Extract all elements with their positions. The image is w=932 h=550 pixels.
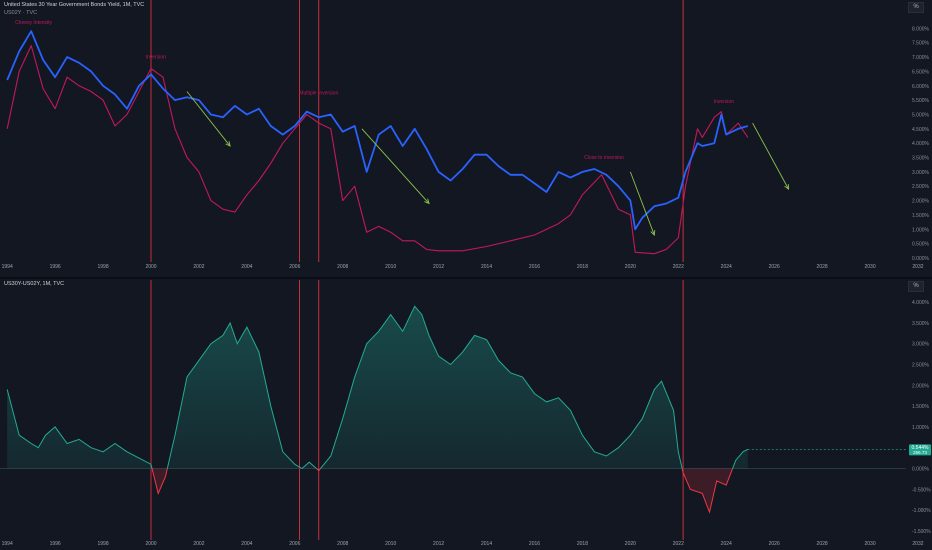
bottom-legend: US30Y-US02Y, 1M, TVC bbox=[4, 280, 64, 288]
top-legend-subtitle: US02Y · TVC bbox=[4, 10, 38, 16]
top-y-tick: 5.000% bbox=[912, 112, 930, 118]
bottom-scale-mode-button[interactable]: % bbox=[908, 281, 924, 292]
bottom-x-tick: 2028 bbox=[817, 541, 828, 547]
annotation-label: Close to inversion bbox=[584, 155, 624, 161]
trend-arrow-head bbox=[225, 141, 231, 147]
bottom-x-tick: 2032 bbox=[912, 541, 923, 547]
top-x-tick: 2014 bbox=[481, 264, 492, 270]
trend-arrow bbox=[186, 91, 231, 147]
top-x-tick: 2026 bbox=[769, 264, 780, 270]
bottom-y-tick: 2.000% bbox=[912, 383, 930, 389]
trend-arrow-head bbox=[784, 184, 790, 191]
top-y-tick: 1.000% bbox=[912, 227, 930, 233]
trend-arrow bbox=[361, 128, 430, 204]
top-y-tick: 0.000% bbox=[912, 256, 930, 262]
bottom-y-tick: 3.500% bbox=[912, 321, 930, 327]
bottom-x-tick: 2002 bbox=[193, 541, 204, 547]
annotation-label: Inversion bbox=[714, 99, 735, 105]
bottom-x-tick: 1996 bbox=[50, 541, 61, 547]
bottom-y-tick: 4.000% bbox=[912, 300, 930, 306]
bottom-x-tick: 2022 bbox=[673, 541, 684, 547]
pane-separator[interactable] bbox=[0, 277, 932, 279]
bottom-x-tick: 2006 bbox=[289, 541, 300, 547]
bottom-x-tick: 2014 bbox=[481, 541, 492, 547]
top-x-tick: 1994 bbox=[2, 264, 13, 270]
trend-arrow-head bbox=[650, 230, 656, 237]
top-y-tick: 1.500% bbox=[912, 213, 930, 219]
trend-arrow-head bbox=[424, 198, 430, 205]
annotation-label: Cheesy Intensity bbox=[15, 20, 52, 26]
top-x-tick: 2024 bbox=[721, 264, 732, 270]
trend-arrow bbox=[629, 171, 655, 236]
bottom-x-tick: 2026 bbox=[769, 541, 780, 547]
top-x-tick: 1998 bbox=[98, 264, 109, 270]
top-y-tick: 2.000% bbox=[912, 199, 930, 205]
top-y-tick: 2.500% bbox=[912, 184, 930, 190]
top-x-tick: 2030 bbox=[864, 264, 875, 270]
bottom-y-tick: 1.000% bbox=[912, 425, 930, 431]
bottom-x-tick: 2000 bbox=[145, 541, 156, 547]
annotation-label: Multiple Inversion bbox=[299, 90, 338, 96]
top-scale-mode-button[interactable]: % bbox=[908, 2, 924, 13]
top-x-tick: 2004 bbox=[241, 264, 252, 270]
bottom-y-tick: 0.000% bbox=[912, 466, 930, 472]
top-x-tick: 2000 bbox=[145, 264, 156, 270]
top-x-tick: 2028 bbox=[817, 264, 828, 270]
top-y-tick: 6.000% bbox=[912, 84, 930, 90]
bottom-x-tick: 1998 bbox=[98, 541, 109, 547]
last-value-label: 0.544% bbox=[912, 445, 930, 451]
bottom-x-tick: 2024 bbox=[721, 541, 732, 547]
top-x-tick: 2018 bbox=[577, 264, 588, 270]
spread-line-positive bbox=[6, 305, 749, 469]
last-value-badge bbox=[909, 444, 931, 456]
top-y-tick: 3.000% bbox=[912, 170, 930, 176]
bottom-x-tick: 2016 bbox=[529, 541, 540, 547]
bottom-x-tick: 2010 bbox=[385, 541, 396, 547]
top-y-tick: 0.500% bbox=[912, 242, 930, 248]
series-line-2y bbox=[6, 45, 749, 255]
top-y-tick: 3.500% bbox=[912, 156, 930, 162]
bottom-x-tick: 2008 bbox=[337, 541, 348, 547]
top-y-tick: 7.500% bbox=[912, 41, 930, 47]
bottom-y-tick: -1.000% bbox=[912, 508, 931, 514]
bottom-y-tick: -0.500% bbox=[912, 487, 931, 493]
last-value-sub: 256.73 bbox=[913, 450, 927, 455]
bottom-x-tick: 2018 bbox=[577, 541, 588, 547]
top-x-tick: 2022 bbox=[673, 264, 684, 270]
top-x-tick: 2002 bbox=[193, 264, 204, 270]
top-x-tick: 2020 bbox=[625, 264, 636, 270]
top-x-tick: 2012 bbox=[433, 264, 444, 270]
bottom-legend-title: US30Y-US02Y, 1M, TVC bbox=[4, 281, 65, 287]
top-y-tick: 7.000% bbox=[912, 55, 930, 61]
top-y-tick: 5.500% bbox=[912, 98, 930, 104]
top-legend: United States 30 Year Government Bonds Y… bbox=[4, 1, 144, 17]
bottom-y-tick: 1.500% bbox=[912, 404, 930, 410]
series-line-30y bbox=[6, 30, 749, 231]
top-x-tick: 2008 bbox=[337, 264, 348, 270]
bottom-y-tick: -1.500% bbox=[912, 529, 931, 535]
top-x-tick: 2010 bbox=[385, 264, 396, 270]
spread-area-positive bbox=[7, 306, 748, 469]
top-y-tick: 4.000% bbox=[912, 141, 930, 147]
annotation-label: Inversion bbox=[146, 54, 167, 60]
bottom-y-tick: 3.000% bbox=[912, 342, 930, 348]
top-y-tick: 8.000% bbox=[912, 26, 930, 32]
top-legend-title: United States 30 Year Government Bonds Y… bbox=[4, 2, 145, 8]
top-x-tick: 2006 bbox=[289, 264, 300, 270]
bottom-x-tick: 2020 bbox=[625, 541, 636, 547]
top-x-tick: 2032 bbox=[912, 264, 923, 270]
bottom-y-tick: 2.500% bbox=[912, 363, 930, 369]
trend-arrow bbox=[752, 122, 789, 190]
top-y-tick: 6.500% bbox=[912, 69, 930, 75]
bottom-x-tick: 2004 bbox=[241, 541, 252, 547]
bottom-x-tick: 2030 bbox=[864, 541, 875, 547]
bottom-x-tick: 2012 bbox=[433, 541, 444, 547]
top-x-tick: 2016 bbox=[529, 264, 540, 270]
top-x-tick: 1996 bbox=[50, 264, 61, 270]
top-y-tick: 4.500% bbox=[912, 127, 930, 133]
bottom-x-tick: 1994 bbox=[2, 541, 13, 547]
